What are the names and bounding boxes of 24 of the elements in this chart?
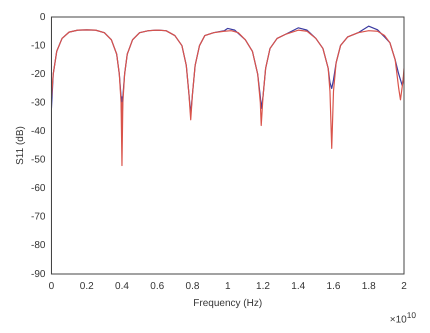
x-tick-label: 2 [401,280,408,292]
y-tick-label: -20 [31,68,46,80]
x-tick-label: 1 [224,280,231,292]
y-tick-label: -40 [31,126,46,137]
y-tick-label: 0 [40,12,46,23]
y-tick-label: -10 [31,40,46,52]
x-tick-label: 1.6 [326,280,341,292]
x-tick-label: 1.2 [256,280,270,292]
y-tick-label: -60 [31,183,46,194]
x-tick-label: 1.8 [362,280,376,292]
x-tick-label: 0 [48,280,55,292]
x-tick-label: 0.6 [150,280,165,292]
x-tick-label: 0.2 [80,280,94,292]
x-axis-title: Frequency (Hz) [193,298,262,309]
y-tick-label: -30 [31,97,46,108]
y-tick-label: -80 [31,240,46,252]
x-tick-label: 1.4 [291,280,306,292]
y-tick-label: -50 [31,154,46,166]
y-tick-label: -70 [31,212,46,223]
x-tick-label: 0.4 [115,280,130,292]
x-tick-label: 0.8 [186,280,200,292]
y-axis-title: S11 (dB) [14,126,26,165]
text: ×10$^{10}$ [390,310,416,325]
y-tick-label: -90 [31,268,46,280]
